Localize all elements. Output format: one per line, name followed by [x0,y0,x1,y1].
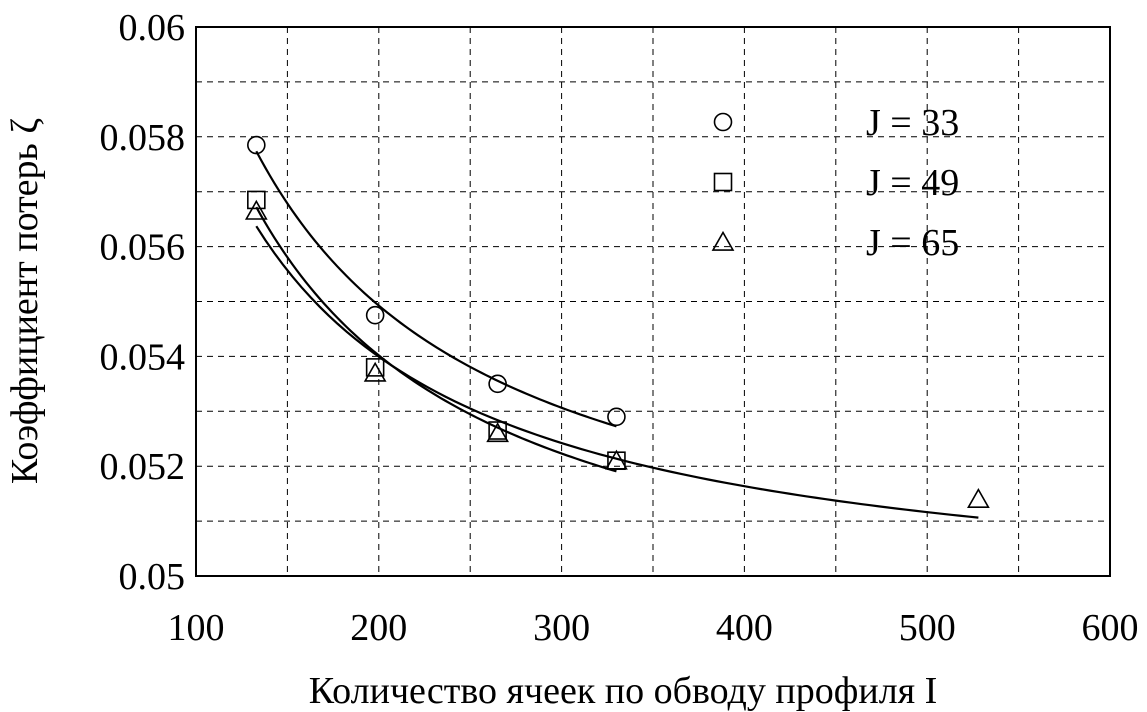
x-axis-title: Количество ячеек по обводу профиля I [309,670,938,712]
y-tick-label: 0.052 [100,446,186,488]
legend-marker-triangle [711,230,735,251]
x-tick-label: 200 [350,607,407,649]
fit-curve-circle [255,150,617,428]
fit-curve-square [255,206,617,473]
y-tick-label: 0.05 [119,556,186,598]
data-point-triangle [363,361,387,382]
data-point-circle [247,135,266,155]
x-tick-label: 100 [168,607,225,649]
data-point-circle [488,374,507,394]
x-tick-label: 600 [1082,607,1139,649]
legend: J = 33 J = 49 J = 65 [711,102,959,264]
data-point-circle [607,407,626,427]
grid [196,27,1110,576]
x-tick-label: 400 [716,607,773,649]
data-point-square [365,358,385,377]
legend-label: J = 33 [866,102,959,144]
fit-curves [255,150,979,519]
y-tick-label: 0.056 [100,227,186,269]
data-point-triangle [486,422,509,443]
data-point-circle [365,305,385,325]
data-point-triangle [244,199,268,220]
y-axis-title: Коэффициент потерь ζ [4,118,46,484]
data-point-square [488,421,507,440]
data-markers [244,135,990,509]
y-tick-label: 0.058 [100,117,186,159]
legend-marker-square [713,172,733,192]
legend-label: J = 49 [866,162,959,204]
y-tick-label: 0.06 [119,7,186,49]
legend-marker-circle [713,112,733,132]
x-tick-label: 300 [533,607,590,649]
plot-frame [195,26,1111,577]
fit-curve-triangle [255,225,979,519]
data-point-square [247,190,266,210]
data-point-triangle [967,488,990,509]
legend-label: J = 65 [866,222,959,264]
x-tick-labels: 100 200 300 400 500 600 [168,607,1139,649]
x-tick-label: 500 [899,607,956,649]
y-tick-label: 0.054 [100,336,186,378]
data-point-triangle [605,449,628,470]
y-tick-labels: 0.05 0.052 0.054 0.056 0.058 0.06 [100,7,186,598]
